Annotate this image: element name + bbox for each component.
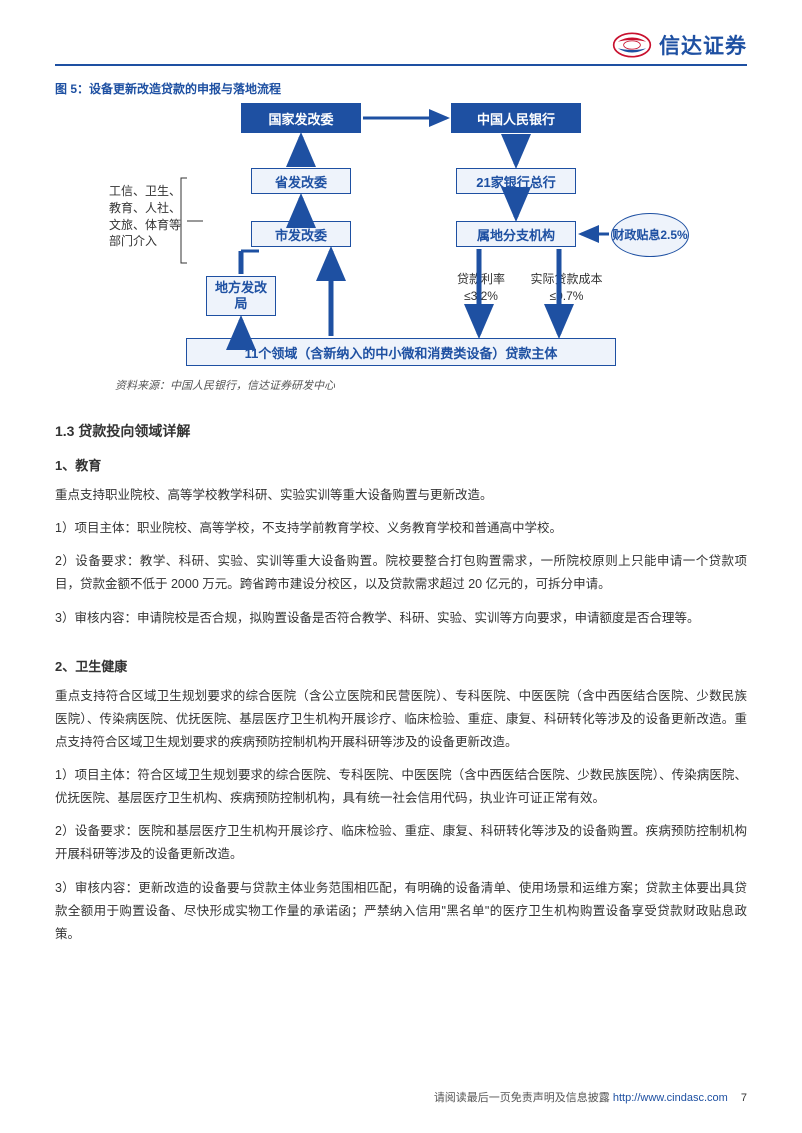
page-number: 7 bbox=[741, 1092, 747, 1104]
swirl-icon bbox=[611, 30, 653, 60]
sec2-title: 2、卫生健康 bbox=[55, 656, 747, 675]
arrows-overlay bbox=[111, 103, 691, 373]
sec2-p3: 3）审核内容：更新改造的设备要与贷款主体业务范围相匹配，有明确的设备清单、使用场… bbox=[55, 877, 747, 946]
footer-text: 请阅读最后一页免责声明及信息披露 bbox=[434, 1092, 610, 1104]
sec1-p2: 2）设备要求：教学、科研、实验、实训等重大设备购置。院校要整合打包购置需求，一所… bbox=[55, 550, 747, 596]
company-name: 信达证券 bbox=[659, 30, 747, 60]
annotation-rate: 贷款利率≤3.2% bbox=[446, 271, 516, 305]
sec2-intro: 重点支持符合区域卫生规划要求的综合医院（含公立医院和民营医院）、专科医院、中医医… bbox=[55, 685, 747, 754]
node-local: 地方发改局 bbox=[206, 276, 276, 316]
section-title: 1.3 贷款投向领域详解 bbox=[55, 421, 747, 441]
footer-link[interactable]: http://www.cindasc.com bbox=[613, 1092, 728, 1104]
sec1-title: 1、教育 bbox=[55, 455, 747, 474]
node-prov: 省发改委 bbox=[251, 168, 351, 194]
annotation-left: 工信、卫生、教育、人社、文旅、体育等部门介入 bbox=[109, 183, 187, 250]
sec2-p2: 2）设备要求：医院和基层医疗卫生机构开展诊疗、临床检验、重症、康复、科研转化等涉… bbox=[55, 820, 747, 866]
flowchart-diagram: 国家发改委 中国人民银行 省发改委 21家银行总行 市发改委 属地分支机构 地方… bbox=[111, 103, 691, 373]
sec1-p1: 1）项目主体：职业院校、高等学校，不支持学前教育学校、义务教育学校和普通高中学校… bbox=[55, 517, 747, 540]
page-footer: 请阅读最后一页免责声明及信息披露 http://www.cindasc.com … bbox=[434, 1089, 747, 1105]
node-banks: 21家银行总行 bbox=[456, 168, 576, 194]
node-branch: 属地分支机构 bbox=[456, 221, 576, 247]
sec1-intro: 重点支持职业院校、高等学校教学科研、实验实训等重大设备购置与更新改造。 bbox=[55, 484, 747, 507]
node-subsidy: 财政贴息2.5% bbox=[611, 213, 689, 257]
figure-source: 资料来源：中国人民银行，信达证券研发中心 bbox=[115, 377, 747, 393]
node-pboc: 中国人民银行 bbox=[451, 103, 581, 133]
sec2-p1: 1）项目主体：符合区域卫生规划要求的综合医院、专科医院、中医医院（含中西医结合医… bbox=[55, 764, 747, 810]
annotation-cost: 实际贷款成本≤0.7% bbox=[529, 271, 604, 305]
company-logo: 信达证券 bbox=[611, 30, 747, 60]
sec1-p3: 3）审核内容：申请院校是否合规，拟购置设备是否符合教学、科研、实验、实训等方向要… bbox=[55, 607, 747, 630]
node-city: 市发改委 bbox=[251, 221, 351, 247]
node-subjects: 11个领域（含新纳入的中小微和消费类设备）贷款主体 bbox=[186, 338, 616, 366]
node-ndrc: 国家发改委 bbox=[241, 103, 361, 133]
figure-caption: 图 5：设备更新改造贷款的申报与落地流程 bbox=[55, 80, 747, 97]
page-header: 信达证券 bbox=[55, 30, 747, 66]
